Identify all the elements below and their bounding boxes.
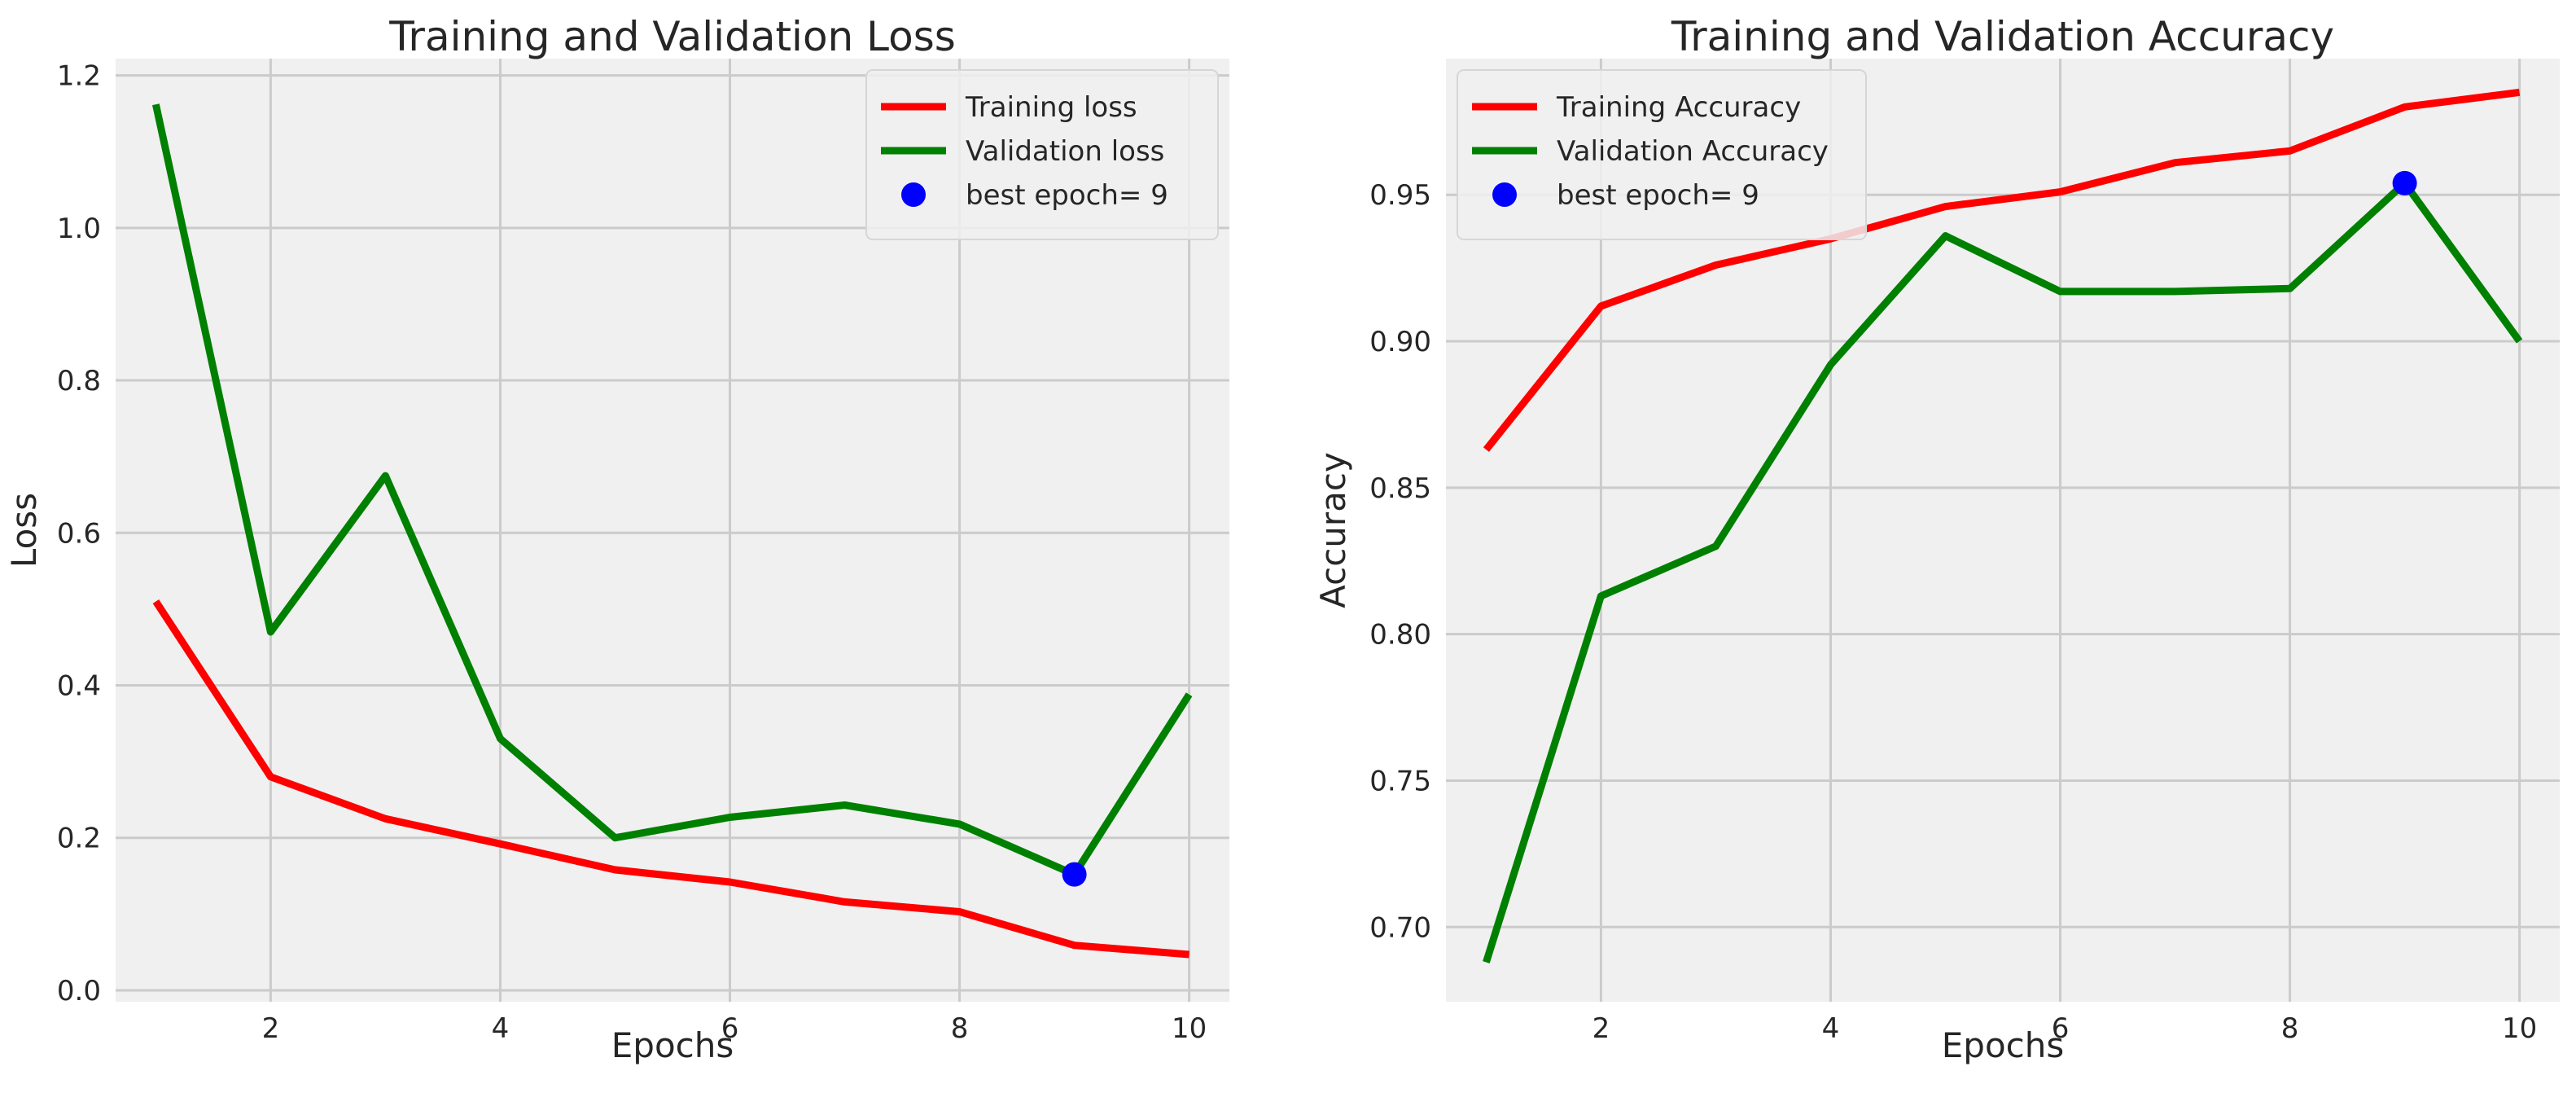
loss-series [152,103,1193,959]
series-line-training-accuracy [1483,88,2521,452]
legend-label-validation-loss: Validation loss [966,135,1164,168]
legend-label-training-loss: Training loss [965,91,1137,124]
accuracy-chart-title: Training and Validation Accuracy [1671,13,2334,60]
loss-best-epoch-point [1062,862,1087,887]
accuracy-x-tick-label: 4 [1822,1012,1840,1045]
accuracy-y-axis-label: Accuracy [1313,452,1353,608]
accuracy-y-tick-label: 0.90 [1369,326,1431,358]
accuracy-legend-box [1457,69,1867,240]
legend-marker-best-epoch [1492,182,1517,207]
accuracy-x-tick-label: 6 [2052,1012,2070,1045]
accuracy-x-tick-label: 10 [2502,1012,2537,1045]
loss-chart-title: Training and Validation Loss [388,13,956,60]
loss-ticks: 2 4 6 8 10 0.0 0.2 0.4 0.6 0.8 1.0 1.2 [57,60,1207,1045]
series-line-validation-accuracy [1483,179,2523,963]
accuracy-series [1483,88,2523,963]
loss-legend-box [865,69,1219,240]
accuracy-best-point-layer [2392,170,2417,195]
legend-marker-best-epoch [901,182,926,207]
accuracy-y-tick-label: 0.85 [1369,472,1431,505]
loss-y-tick-label: 0.8 [57,365,101,397]
loss-x-tick-label: 8 [951,1012,969,1045]
loss-y-axis-label: Loss [4,493,44,568]
loss-chart: 2 4 6 8 10 0.0 0.2 0.4 0.6 0.8 1.0 1.2 Training and… [4,13,1229,1065]
loss-x-axis-label: Epochs [611,1025,734,1065]
loss-x-tick-label: 6 [721,1012,739,1045]
loss-y-tick-label: 1.2 [57,60,101,93]
accuracy-chart: 2 4 6 8 10 0.70 0.75 0.80 0.85 0.90 0.95 Training … [1313,13,2560,1065]
legend-label-best-epoch: best epoch= 9 [966,179,1168,212]
loss-x-tick-label: 4 [492,1012,510,1045]
accuracy-best-epoch-point [2392,170,2417,195]
loss-y-tick-label: 1.0 [57,213,101,245]
loss-y-tick-label: 0.6 [57,517,101,550]
legend-label-training-accuracy: Training Accuracy [1556,91,1801,124]
accuracy-x-tick-label: 2 [1592,1012,1610,1045]
accuracy-ticks: 2 4 6 8 10 0.70 0.75 0.80 0.85 0.90 0.95 [1369,179,2537,1045]
accuracy-y-tick-label: 0.70 [1369,911,1431,944]
legend-label-validation-accuracy: Validation Accuracy [1557,135,1829,168]
series-line-training-loss [152,599,1189,959]
accuracy-x-axis-label: Epochs [1942,1025,2065,1065]
loss-legend: Training loss Validation loss best epoch… [865,69,1219,240]
accuracy-y-tick-label: 0.95 [1369,179,1431,212]
loss-best-point-layer [1062,862,1087,887]
loss-x-tick-label: 2 [262,1012,280,1045]
accuracy-y-tick-label: 0.75 [1369,765,1431,797]
accuracy-x-tick-label: 8 [2281,1012,2299,1045]
loss-y-tick-label: 0.2 [57,823,101,855]
loss-y-tick-label: 0.4 [57,670,101,703]
loss-y-tick-label: 0.0 [57,975,101,1007]
accuracy-y-tick-label: 0.80 [1369,619,1431,652]
series-line-validation-loss [152,103,1193,879]
loss-x-tick-label: 10 [1172,1012,1207,1045]
legend-label-best-epoch: best epoch= 9 [1557,179,1759,212]
accuracy-legend: Training Accuracy Validation Accuracy be… [1457,69,1867,240]
